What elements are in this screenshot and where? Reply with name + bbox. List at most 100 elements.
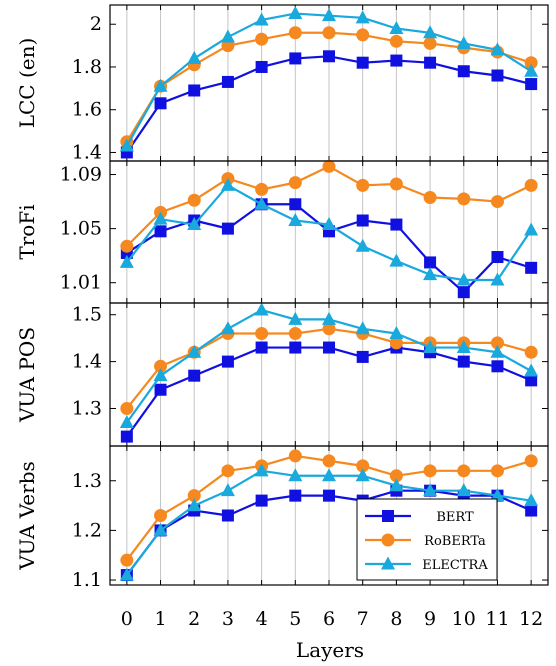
data-point-roberta: [490, 336, 504, 350]
x-tick-label: 10: [452, 608, 476, 630]
y-tick-label: 1.09: [60, 164, 102, 186]
data-point-electra: [389, 325, 404, 339]
data-point-roberta: [120, 553, 134, 567]
x-tick-label: 4: [256, 608, 268, 630]
data-point-electra: [389, 253, 404, 267]
data-point-roberta: [120, 239, 134, 253]
data-point-bert: [221, 509, 234, 522]
data-point-bert: [188, 369, 201, 382]
data-point-bert: [154, 97, 167, 110]
data-point-electra: [187, 344, 202, 358]
data-point-electra: [456, 272, 471, 286]
data-point-electra: [288, 311, 303, 325]
data-point-roberta: [356, 459, 370, 473]
panel-2: 1.01 1.05 1.09 TroFi: [15, 159, 549, 304]
data-point-electra: [220, 321, 235, 335]
data-point-roberta: [154, 359, 168, 373]
data-point-bert: [154, 383, 167, 396]
data-point-bert: [221, 222, 234, 235]
data-point-roberta: [389, 177, 403, 191]
data-point-electra: [490, 344, 505, 358]
data-point-bert: [525, 504, 538, 517]
data-point-electra: [220, 483, 235, 497]
data-point-bert: [390, 54, 403, 67]
data-point-bert: [390, 218, 403, 231]
data-point-electra: [153, 78, 168, 92]
data-point-bert: [491, 360, 504, 373]
data-point-electra: [389, 478, 404, 492]
data-point-electra: [187, 498, 202, 512]
data-point-electra: [254, 302, 269, 316]
data-point-roberta: [288, 176, 302, 190]
x-tick-label: 3: [222, 608, 234, 630]
data-point-bert: [457, 355, 470, 368]
y-tick-label: 1.3: [72, 397, 102, 419]
data-point-bert: [457, 286, 470, 299]
data-point-electra: [153, 368, 168, 382]
data-point-electra: [524, 222, 539, 236]
panel-1: 1.4 1.6 1.8 2 LCC (en): [15, 4, 549, 163]
data-point-bert: [424, 56, 437, 69]
data-point-electra: [423, 483, 438, 497]
data-point-electra: [490, 488, 505, 502]
data-point-roberta: [187, 193, 201, 207]
data-point-bert: [289, 341, 302, 354]
data-point-roberta: [524, 56, 538, 70]
data-point-bert: [221, 355, 234, 368]
data-point-electra: [254, 463, 269, 477]
data-point-bert: [255, 341, 268, 354]
x-tick-label: 11: [485, 608, 509, 630]
data-point-electra: [456, 35, 471, 49]
data-point-bert: [356, 350, 369, 363]
x-tick-label: 0: [121, 608, 133, 630]
data-point-roberta: [457, 192, 471, 206]
data-point-roberta: [490, 464, 504, 478]
data-point-roberta: [322, 26, 336, 40]
data-point-roberta: [524, 454, 538, 468]
data-point-electra: [288, 213, 303, 227]
data-point-electra: [288, 468, 303, 482]
x-tick-label: 7: [357, 608, 369, 630]
data-point-roberta: [288, 449, 302, 463]
data-point-electra: [355, 468, 370, 482]
y-tick-label: 1.2: [72, 519, 102, 541]
data-point-roberta: [187, 489, 201, 503]
data-point-bert: [356, 56, 369, 69]
legend-label-bert: BERT: [436, 510, 474, 525]
data-point-roberta: [457, 464, 471, 478]
data-point-bert: [323, 341, 335, 354]
y-tick-label: 2: [90, 13, 102, 35]
data-point-bert: [255, 60, 268, 73]
y-axis-title: VUA Verbs: [15, 461, 39, 571]
x-tick-label: 6: [323, 608, 335, 630]
data-point-roberta: [322, 159, 336, 173]
data-point-electra: [153, 522, 168, 536]
data-point-roberta: [288, 26, 302, 40]
legend: BERT RoBERTa ELECTRA: [356, 498, 498, 581]
data-point-roberta: [255, 32, 269, 46]
x-tick-label: 2: [188, 608, 200, 630]
data-point-roberta: [490, 195, 504, 209]
data-point-bert: [255, 494, 268, 507]
y-tick-label: 1.8: [72, 56, 102, 78]
data-point-electra: [220, 177, 235, 191]
data-point-roberta: [524, 178, 538, 192]
data-point-electra: [490, 42, 505, 56]
data-point-electra: [119, 138, 134, 152]
data-point-electra: [187, 217, 202, 231]
data-point-roberta: [524, 345, 538, 359]
data-point-electra: [119, 254, 134, 268]
y-axis-title: TroFi: [15, 204, 39, 259]
y-tick-label: 1.4: [72, 351, 102, 373]
data-point-roberta: [389, 34, 403, 48]
data-point-bert: [491, 69, 504, 82]
panel-4: 1.1 1.2 1.3 VUA Verbs: [15, 445, 549, 591]
data-point-electra: [524, 63, 539, 77]
y-tick-label: 1.3: [72, 470, 102, 492]
y-tick-label: 1.01: [60, 272, 102, 294]
data-point-electra: [254, 12, 269, 26]
data-point-bert: [356, 214, 369, 227]
data-point-roberta: [255, 182, 269, 196]
data-point-roberta: [423, 36, 437, 50]
